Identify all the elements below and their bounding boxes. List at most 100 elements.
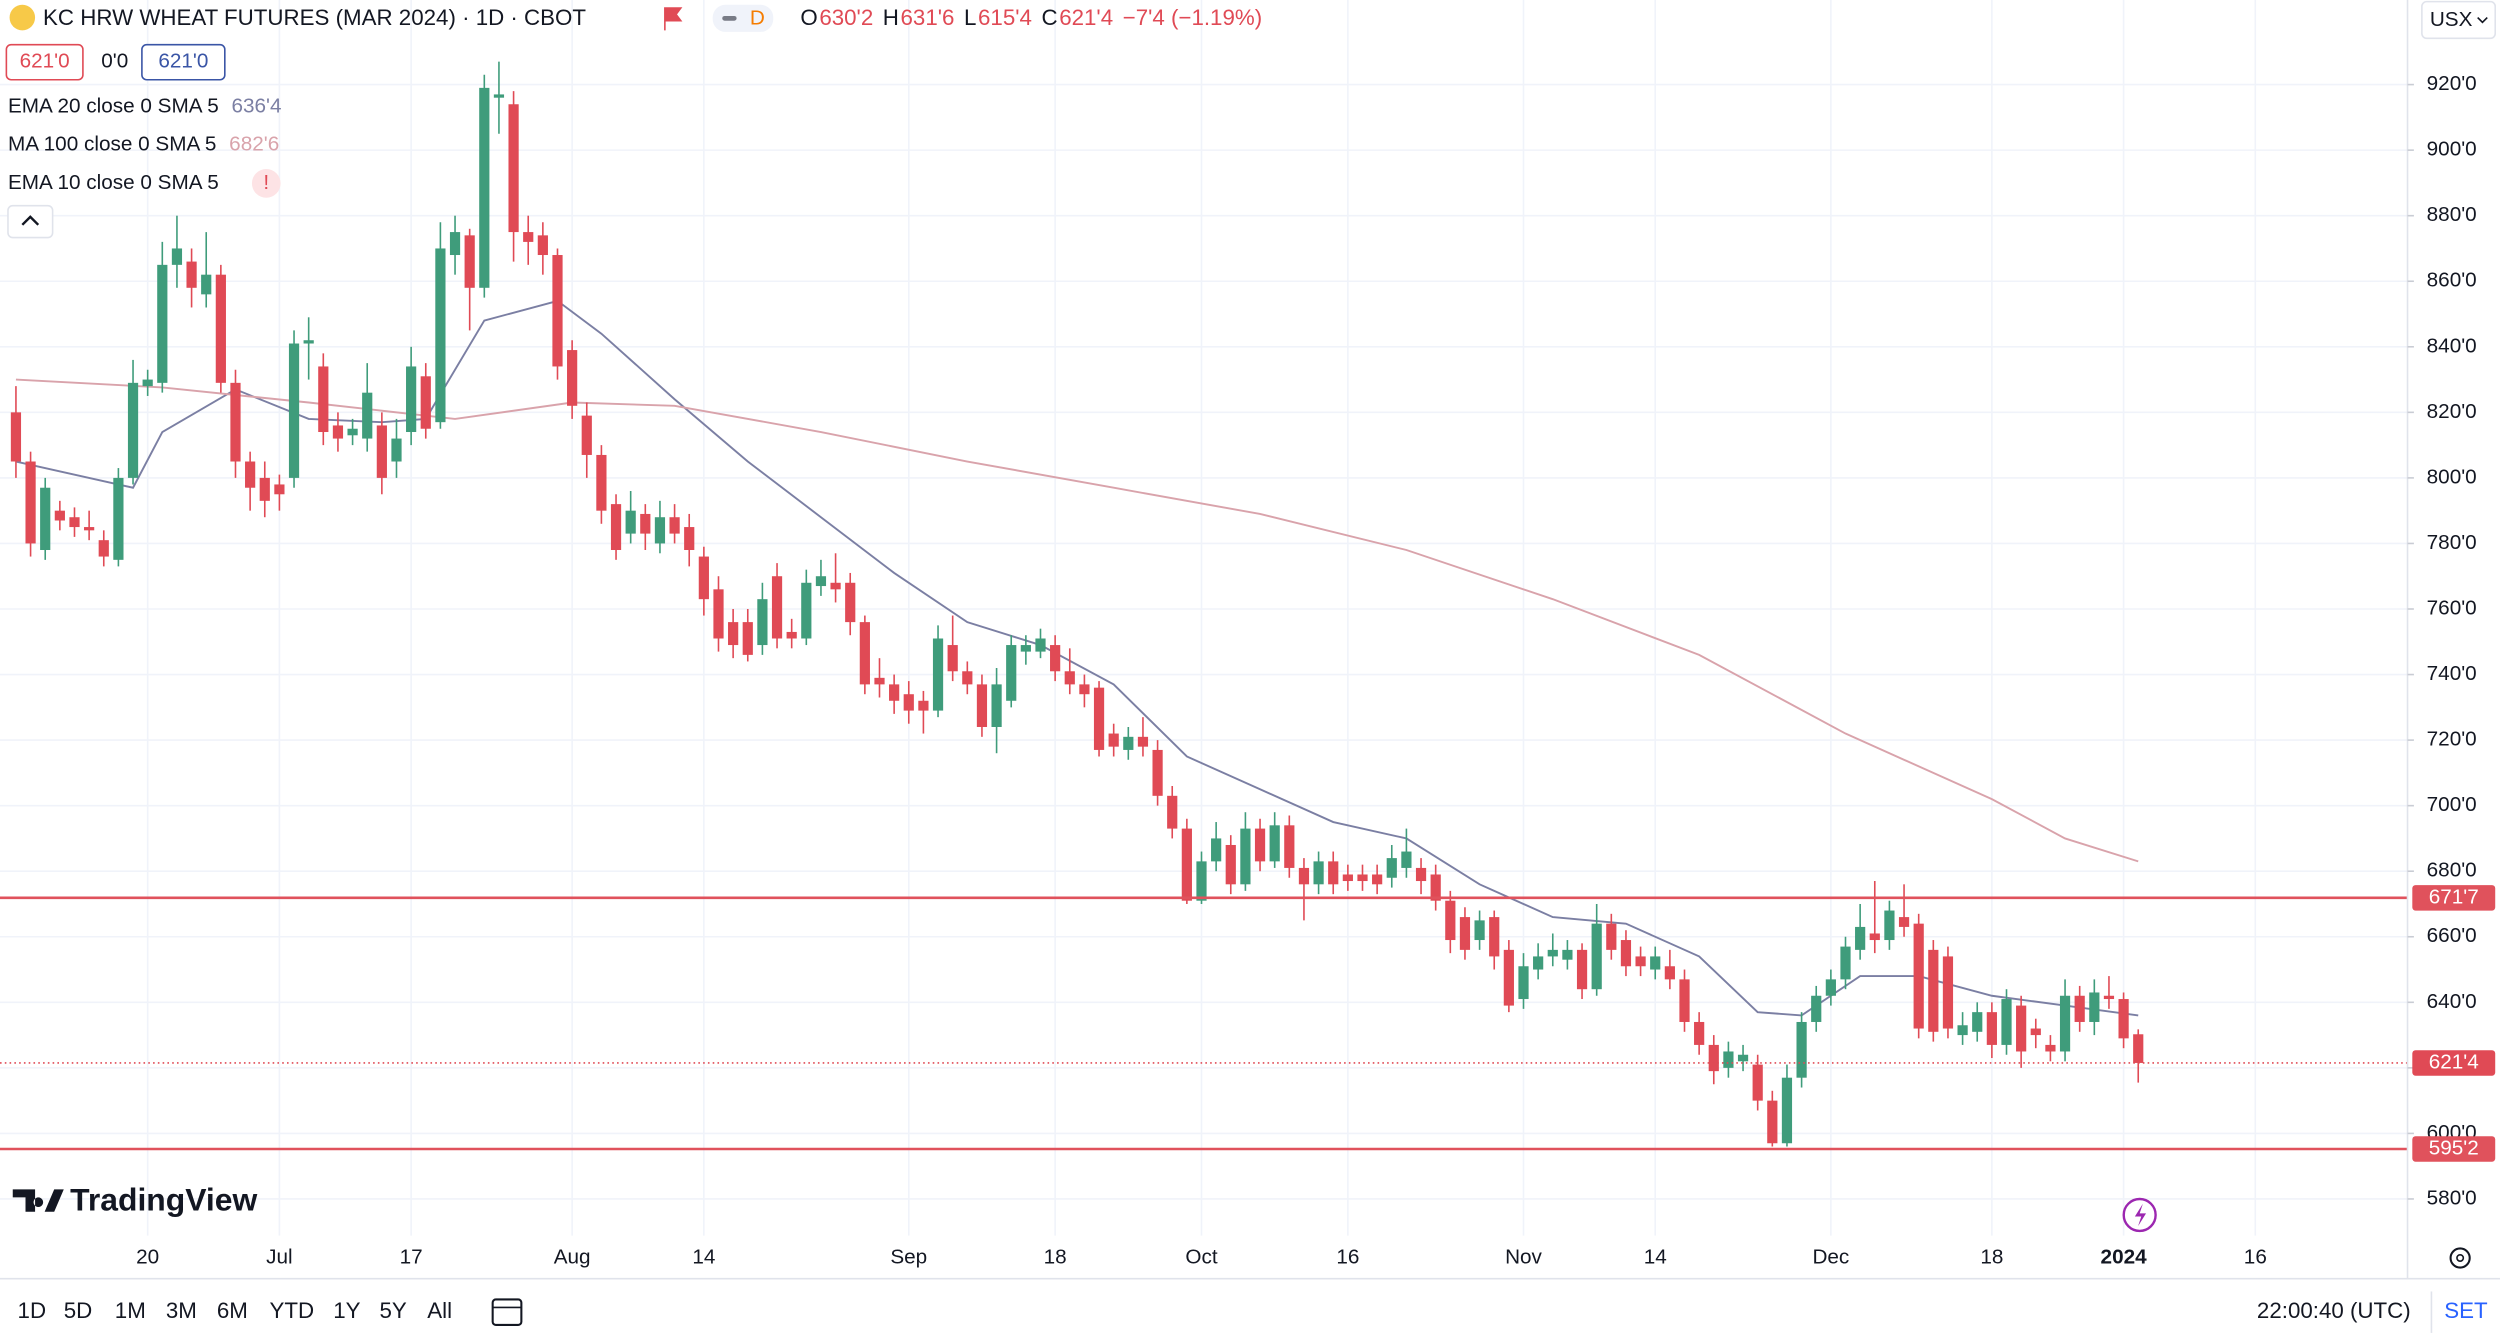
candle-body xyxy=(142,379,153,387)
range-button[interactable]: 6M xyxy=(217,1298,248,1323)
candle-body xyxy=(230,382,241,462)
range-button[interactable]: 1D xyxy=(18,1298,47,1323)
candle-body xyxy=(976,684,988,727)
candle-body xyxy=(1576,949,1588,990)
candle-body xyxy=(903,694,914,711)
candle-body xyxy=(2001,999,2012,1045)
candle-body xyxy=(1781,1077,1793,1144)
candle-body xyxy=(742,622,753,655)
settings-label[interactable]: SET xyxy=(2444,1298,2488,1323)
buy-price: 621'0 xyxy=(158,50,208,73)
y-tick-label: 820'0 xyxy=(2427,400,2477,423)
candle-body xyxy=(625,510,636,534)
candle-body xyxy=(171,248,183,265)
y-tick-label: 920'0 xyxy=(2427,72,2477,95)
candle-body xyxy=(830,582,841,590)
candle-body xyxy=(1650,956,1661,970)
buy-button[interactable] xyxy=(141,43,226,81)
candle-body xyxy=(186,261,197,288)
header: KC HRW WHEAT FUTURES (MAR 2024) · 1D · C… xyxy=(5,0,2497,239)
candle-body xyxy=(2118,999,2129,1039)
legend-value: 615'4 xyxy=(978,5,1032,30)
range-button[interactable]: 3M xyxy=(166,1298,197,1323)
indicator-name[interactable]: EMA 20 close 0 SMA 5 xyxy=(8,94,219,117)
range-button[interactable]: YTD xyxy=(269,1298,314,1323)
x-tick-label: 20 xyxy=(136,1245,159,1268)
market-status-pill[interactable] xyxy=(712,4,774,32)
candle-body xyxy=(479,87,490,288)
candle-body xyxy=(537,235,548,256)
range-button[interactable]: 1Y xyxy=(333,1298,360,1323)
x-tick-label: Sep xyxy=(890,1245,927,1268)
candle-body xyxy=(1298,867,1310,885)
range-button[interactable]: 1M xyxy=(115,1298,146,1323)
candle-body xyxy=(1328,861,1339,885)
candle-body xyxy=(420,376,431,429)
candle-body xyxy=(1591,923,1602,990)
candle-body xyxy=(918,700,929,711)
candle-body xyxy=(581,415,592,455)
candle-body xyxy=(2045,1044,2056,1052)
symbol-title: KC HRW WHEAT FUTURES (MAR 2024) · 1D · C… xyxy=(43,5,586,30)
plot-area xyxy=(0,61,2408,1151)
candle-body xyxy=(1342,874,1353,882)
candle-body xyxy=(2074,995,2085,1022)
x-tick-label: Oct xyxy=(1185,1245,1217,1268)
y-tick-label: 900'0 xyxy=(2427,138,2477,161)
settings-gear[interactable] xyxy=(2449,1247,2471,1269)
candle-body xyxy=(1152,749,1163,796)
candle-body xyxy=(84,527,95,531)
candle-body xyxy=(10,412,22,462)
candle-body xyxy=(1825,979,1836,996)
candle-body xyxy=(259,477,270,501)
date-range-icon[interactable] xyxy=(491,1298,523,1326)
candle-body xyxy=(1547,949,1558,957)
range-button[interactable]: 5Y xyxy=(379,1298,406,1323)
candle-body xyxy=(1401,851,1412,868)
candle-body xyxy=(640,513,651,534)
candle-body xyxy=(596,454,607,511)
candle-body xyxy=(1664,966,1675,980)
candle-body xyxy=(684,527,695,551)
candle-body xyxy=(1942,956,1954,1029)
currency[interactable]: USX xyxy=(2430,8,2473,31)
currency-button[interactable] xyxy=(2421,0,2497,40)
y-tick-label: 640'0 xyxy=(2427,990,2477,1013)
candle-body xyxy=(669,517,680,534)
candle-body xyxy=(1108,733,1119,747)
level-tag-label: 671'7 xyxy=(2429,885,2479,908)
indicator-name[interactable]: EMA 10 close 0 SMA 5 xyxy=(8,171,219,194)
status-dash xyxy=(722,15,737,21)
candle-body xyxy=(962,671,973,685)
flag-icon[interactable] xyxy=(664,7,683,31)
collapse-button[interactable] xyxy=(7,204,54,239)
candle-body xyxy=(1767,1100,1778,1144)
candle-body xyxy=(713,589,724,639)
candle-body xyxy=(493,94,505,98)
legend-value: 630'2 xyxy=(819,5,873,30)
candle-body xyxy=(1225,844,1236,885)
settings-gear-center xyxy=(2456,1254,2465,1262)
candle-body xyxy=(1620,940,1632,967)
y-tick-label: 580'0 xyxy=(2427,1186,2477,1209)
range-button[interactable]: 5D xyxy=(64,1298,93,1323)
candle-body xyxy=(508,104,519,233)
candle-body xyxy=(347,428,358,436)
sell-button[interactable] xyxy=(5,43,84,81)
x-tick-label: Aug xyxy=(554,1245,591,1268)
range-button[interactable]: All xyxy=(427,1298,452,1323)
legend-key: H xyxy=(883,5,899,30)
indicator-value: 636'4 xyxy=(231,94,281,117)
candle-body xyxy=(1386,858,1397,878)
indicator-value: 682'6 xyxy=(229,133,279,156)
x-tick-label: 16 xyxy=(1336,1245,1359,1268)
indicator-name[interactable]: MA 100 close 0 SMA 5 xyxy=(8,133,216,156)
clock: 22:00:40 (UTC) xyxy=(2257,1298,2411,1323)
symbol-icon xyxy=(9,4,36,31)
candle-body xyxy=(654,517,666,544)
candle-body xyxy=(1020,645,1031,652)
candle-body xyxy=(2030,1028,2041,1036)
x-tick-label: 18 xyxy=(1044,1245,1067,1268)
candle-body xyxy=(201,274,212,295)
